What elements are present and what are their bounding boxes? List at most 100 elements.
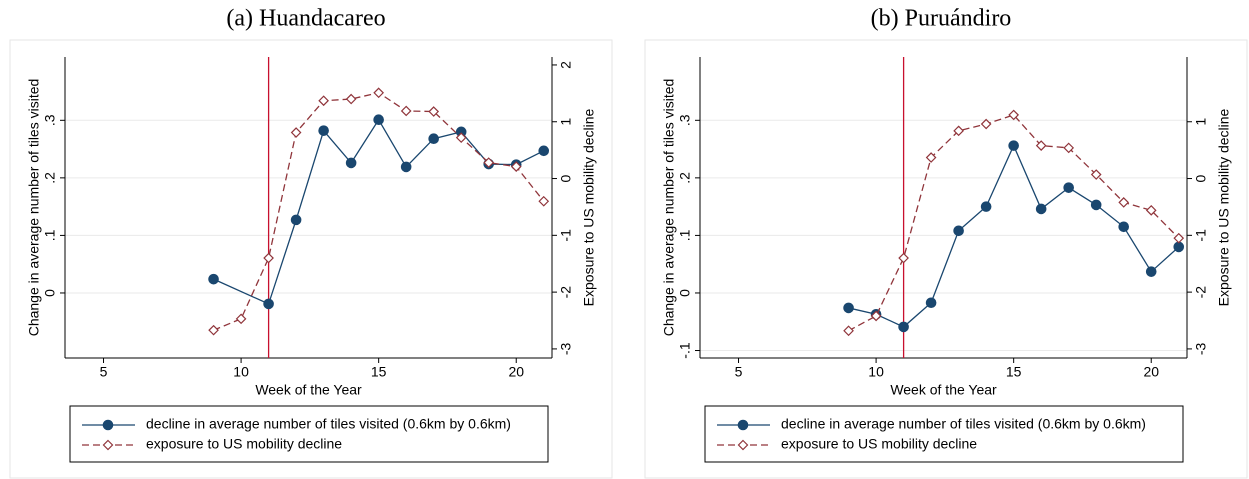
series-line: [213, 92, 545, 331]
y2-tick-label: 1: [558, 118, 574, 126]
x-tick-label: 10: [233, 364, 249, 380]
legend-marker: [102, 439, 114, 451]
y2-tick-label: -1: [1193, 229, 1209, 242]
y-tick-label: .2: [677, 172, 693, 184]
x-tick-label: 15: [371, 364, 387, 380]
marker: [373, 114, 384, 126]
marker: [428, 133, 439, 145]
x-tick-label: 20: [508, 364, 524, 380]
legend-marker: [737, 419, 749, 431]
legend-label: decline in average number of tiles visit…: [146, 416, 511, 432]
marker: [1090, 169, 1102, 180]
marker: [400, 161, 412, 173]
marker: [925, 297, 937, 309]
legend-box: [704, 405, 1184, 463]
x-tick-label: 20: [1143, 364, 1159, 380]
marker: [1063, 182, 1074, 193]
marker: [870, 310, 882, 322]
y-tick-label: .1: [42, 229, 58, 241]
marker: [208, 273, 219, 285]
marker: [318, 95, 329, 107]
marker: [538, 145, 550, 157]
marker: [510, 161, 522, 172]
y2-tick-label: -2: [558, 286, 574, 299]
marker: [1090, 199, 1102, 211]
marker: [235, 313, 247, 325]
chart-title: (b) Puruándiro: [871, 6, 1012, 32]
marker: [980, 201, 992, 212]
y-tick-label: .3: [677, 114, 693, 126]
marker: [1118, 197, 1130, 208]
panel-frame: [9, 39, 613, 479]
y-tick-label: .3: [42, 114, 58, 126]
y-tick-label: -.1: [677, 342, 693, 359]
y2-tick-label: 2: [558, 61, 574, 69]
marker: [538, 195, 550, 207]
marker: [898, 321, 909, 333]
marker: [1118, 221, 1130, 233]
y2-tick-label: -2: [1193, 286, 1209, 299]
marker: [1035, 203, 1047, 215]
y2-tick-label: -3: [558, 342, 574, 355]
y2-axis-label: Exposure to US mobility decline: [581, 108, 597, 306]
marker: [428, 106, 440, 117]
x-axis-label: Week of the Year: [255, 382, 362, 398]
legend-marker: [737, 439, 749, 451]
legend-box: [69, 405, 549, 463]
marker: [953, 225, 964, 237]
y2-tick-label: -3: [1193, 342, 1209, 355]
marker: [843, 302, 854, 314]
legend-label: exposure to US mobility decline: [146, 436, 342, 452]
panel-frame: [644, 39, 1248, 479]
marker: [843, 325, 854, 337]
x-axis-label: Week of the Year: [890, 382, 997, 398]
marker: [263, 298, 274, 310]
chart-title: (a) Huandacareo: [226, 6, 385, 32]
y-tick-label: .1: [677, 229, 693, 241]
marker: [953, 125, 964, 137]
marker: [318, 125, 329, 136]
marker: [1173, 232, 1185, 244]
marker: [208, 324, 219, 336]
marker: [1173, 241, 1185, 253]
marker: [345, 93, 357, 105]
marker: [1063, 142, 1075, 154]
marker: [345, 157, 357, 169]
marker: [290, 214, 302, 226]
marker: [925, 152, 937, 163]
marker: [1008, 140, 1019, 151]
series-line: [213, 118, 545, 305]
marker: [290, 127, 302, 138]
y-tick-label: .2: [42, 172, 58, 184]
marker: [373, 87, 385, 99]
marker: [483, 157, 495, 168]
y2-tick-label: 0: [1193, 174, 1209, 182]
x-tick-label: 10: [868, 364, 884, 380]
marker: [400, 105, 412, 117]
y2-tick-label: 0: [558, 174, 574, 182]
marker: [898, 252, 909, 264]
marker: [1008, 109, 1020, 121]
y2-tick-label: -1: [558, 229, 574, 242]
x-tick-label: 5: [100, 364, 108, 380]
legend-label: exposure to US mobility decline: [781, 436, 977, 452]
x-tick-label: 5: [735, 364, 743, 380]
marker: [455, 132, 467, 143]
legend-marker: [102, 419, 114, 431]
marker: [980, 118, 992, 130]
marker: [1145, 266, 1157, 277]
legend-label: decline in average number of tiles visit…: [781, 416, 1146, 432]
marker: [263, 252, 274, 264]
series-line: [848, 144, 1180, 328]
y2-tick-label: 1: [1193, 118, 1209, 126]
y2-axis-label: Exposure to US mobility decline: [1216, 108, 1232, 306]
y-tick-label: 0: [42, 289, 58, 297]
x-tick-label: 15: [1006, 364, 1022, 380]
y-axis-label: Change in average number of tiles visite…: [26, 79, 42, 337]
marker: [1145, 204, 1157, 216]
y-tick-label: 0: [677, 289, 693, 297]
y-axis-label: Change in average number of tiles visite…: [661, 79, 677, 337]
marker: [1035, 140, 1047, 151]
